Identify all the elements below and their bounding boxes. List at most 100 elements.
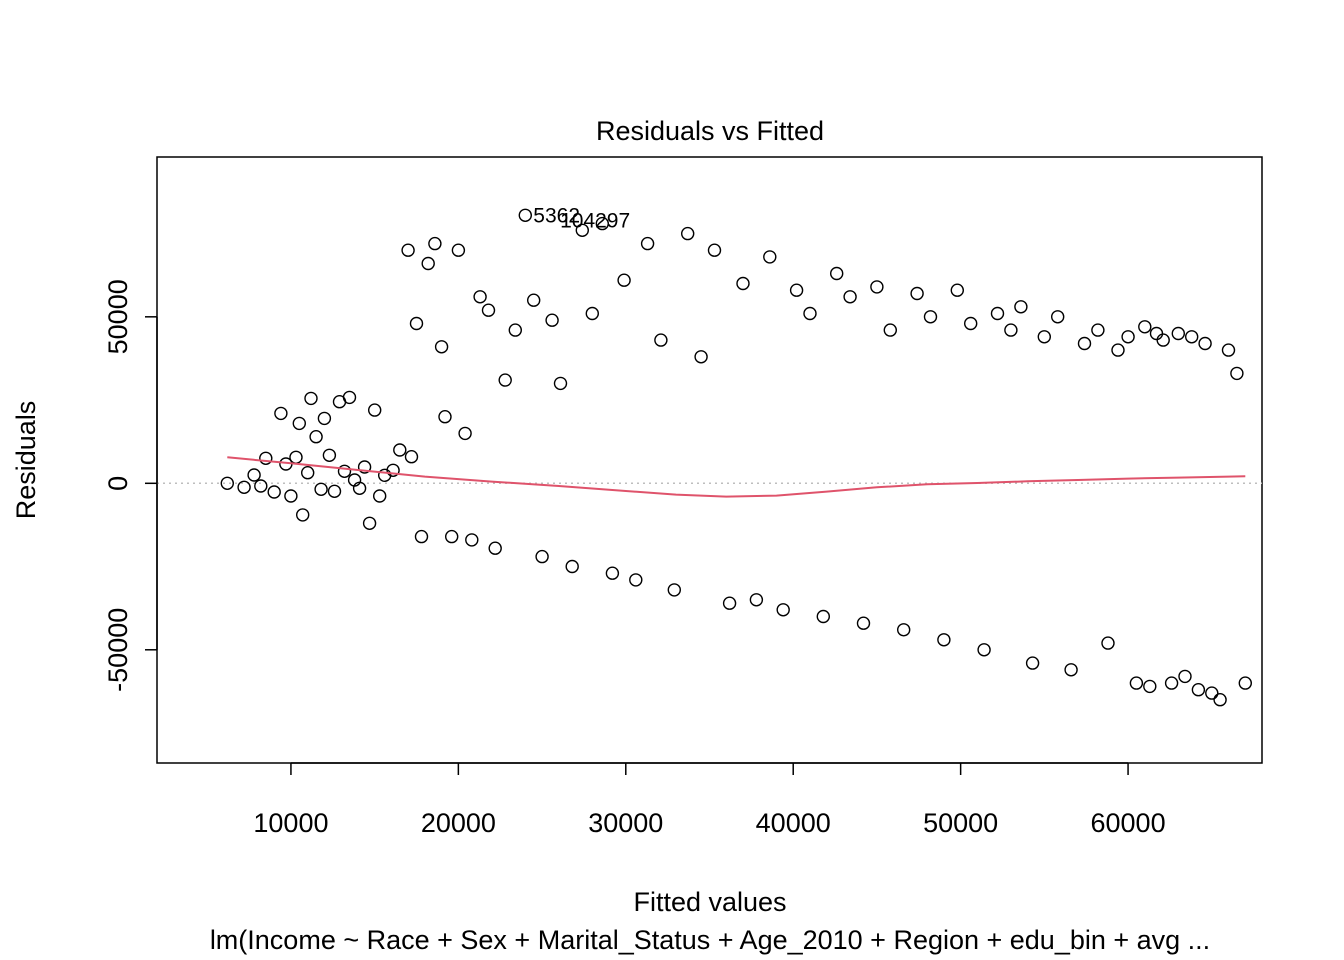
data-point (301, 466, 315, 480)
data-point (1191, 683, 1206, 697)
point-annotation: 5362 (533, 204, 580, 227)
smoother-line (227, 456, 1246, 498)
data-point (870, 280, 884, 294)
data-point (1004, 323, 1018, 337)
data-point (990, 306, 1005, 321)
data-point (553, 376, 568, 391)
y-axis-label: Residuals (11, 401, 41, 520)
data-point (284, 489, 298, 503)
data-point (535, 549, 549, 564)
data-point (527, 293, 541, 307)
y-tick-label: 50000 (103, 279, 133, 354)
data-point (1238, 676, 1253, 690)
data-point (789, 283, 804, 297)
data-point (629, 573, 643, 587)
data-point (481, 303, 496, 317)
data-point (681, 226, 695, 241)
data-point (498, 373, 512, 387)
data-point (1178, 669, 1192, 684)
data-point (428, 236, 442, 251)
data-point (357, 460, 372, 474)
data-point (342, 390, 357, 405)
data-point (362, 516, 377, 530)
data-point (1025, 656, 1040, 670)
data-point (1205, 686, 1219, 700)
data-point (694, 350, 708, 364)
data-point (883, 323, 897, 337)
data-point (667, 583, 681, 597)
data-point (254, 479, 268, 493)
data-point (458, 426, 472, 441)
data-point (763, 250, 777, 264)
data-point (575, 223, 589, 238)
data-point (473, 290, 487, 304)
data-point (309, 430, 323, 444)
data-point (856, 616, 871, 630)
data-point (508, 323, 522, 337)
data-point (1221, 343, 1236, 357)
data-point (1037, 330, 1052, 344)
data-point (830, 266, 844, 281)
data-point (488, 541, 502, 555)
data-point (749, 593, 764, 607)
data-point (373, 489, 387, 503)
data-point (776, 603, 790, 617)
data-point (317, 411, 332, 426)
data-point (565, 559, 579, 574)
data-point (237, 480, 251, 494)
data-point (937, 633, 951, 647)
x-tick-label: 10000 (253, 808, 328, 838)
data-point (314, 482, 328, 496)
data-point (1111, 343, 1125, 357)
data-point (897, 623, 911, 637)
x-tick-label: 20000 (421, 808, 496, 838)
data-point (327, 484, 342, 498)
data-point (304, 391, 318, 406)
data-point (322, 448, 337, 462)
data-point (1014, 300, 1028, 314)
data-point (434, 340, 449, 354)
data-point (654, 333, 668, 347)
data-point (910, 286, 924, 301)
data-point (1077, 336, 1092, 351)
data-point (1064, 663, 1078, 677)
x-tick-label: 60000 (1091, 808, 1166, 838)
data-point (274, 406, 288, 421)
y-tick-label: -50000 (103, 608, 133, 692)
data-point (401, 243, 415, 257)
data-point (545, 313, 559, 327)
x-axis: 10000 20000 30000 40000 50000 60000 (253, 762, 1166, 838)
data-point (220, 476, 235, 490)
data-point (1129, 676, 1144, 690)
data-point (977, 643, 991, 657)
data-point (1230, 366, 1244, 381)
data-point (722, 596, 737, 610)
data-point (267, 485, 281, 499)
data-point (451, 243, 466, 257)
data-point (292, 416, 306, 431)
data-point (368, 403, 382, 417)
data-point (707, 243, 722, 257)
smoother-layer (227, 456, 1246, 498)
data-point (1213, 693, 1227, 707)
data-point (803, 306, 817, 321)
data-point (1149, 326, 1164, 341)
data-point (289, 450, 303, 464)
data-point (1101, 636, 1115, 650)
data-point (1156, 333, 1170, 347)
data-point (404, 450, 419, 464)
data-point (414, 529, 429, 544)
chart-title: Residuals vs Fitted (596, 116, 824, 146)
data-point (352, 481, 367, 495)
point-annotation: 104297 (560, 209, 630, 232)
data-point (465, 533, 479, 547)
data-point (1050, 310, 1065, 324)
data-point (409, 316, 424, 331)
x-axis-label: Fitted values (633, 887, 786, 917)
data-point (259, 451, 273, 465)
data-point (438, 410, 452, 424)
data-point (736, 276, 750, 291)
data-point (296, 508, 310, 522)
